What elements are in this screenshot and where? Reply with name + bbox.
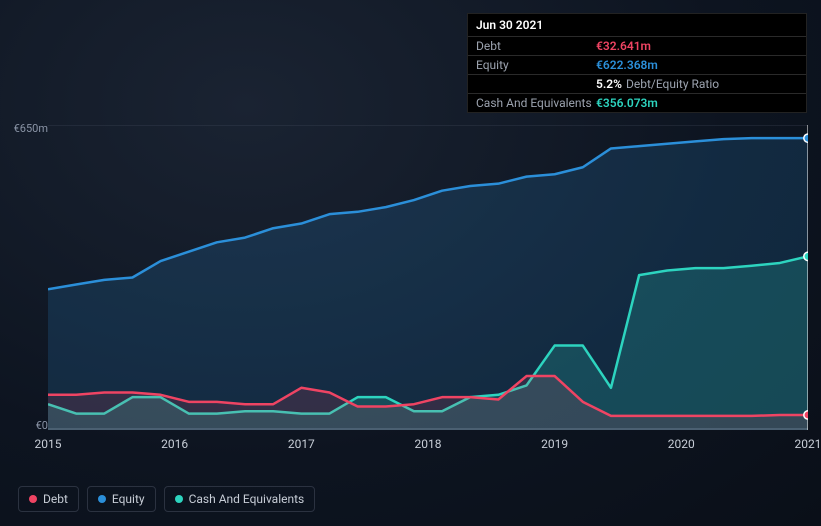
legend-dot-icon	[98, 495, 106, 503]
tooltip-row: 5.2%Debt/Equity Ratio	[468, 74, 806, 93]
x-tick-label: 2015	[35, 437, 62, 451]
legend-dot-icon	[175, 495, 183, 503]
series-marker-cash-and-equivalents	[804, 252, 808, 260]
legend-label: Equity	[112, 492, 145, 506]
series-marker-equity	[804, 134, 808, 142]
tooltip-row-label	[476, 77, 596, 91]
chart-area: €650m €0 2015201620172018201920202021	[18, 125, 808, 445]
tooltip-row-label: Debt	[476, 39, 596, 53]
x-tick-label: 2016	[161, 437, 188, 451]
x-tick-label: 2020	[668, 437, 695, 451]
chart-tooltip: Jun 30 2021 Debt€32.641mEquity€622.368m5…	[467, 13, 807, 113]
legend-item-equity[interactable]: Equity	[87, 486, 156, 512]
tooltip-row-value: €356.073m	[596, 96, 658, 110]
tooltip-row-value: €32.641m	[596, 39, 651, 53]
tooltip-row: Cash And Equivalents€356.073m	[468, 93, 806, 112]
tooltip-row-value: €622.368m	[596, 58, 658, 72]
y-axis-max-label: €650m	[14, 122, 48, 135]
legend-item-cash-and-equivalents[interactable]: Cash And Equivalents	[164, 486, 316, 512]
legend: Debt Equity Cash And Equivalents	[18, 486, 315, 512]
x-tick-label: 2017	[288, 437, 315, 451]
legend-dot-icon	[29, 495, 37, 503]
tooltip-row-label: Equity	[476, 58, 596, 72]
tooltip-row-label: Cash And Equivalents	[476, 96, 596, 110]
x-tick-label: 2018	[414, 437, 441, 451]
tooltip-row-sublabel: Debt/Equity Ratio	[626, 77, 719, 91]
y-axis-min-label: €0	[36, 419, 48, 432]
legend-label: Debt	[43, 492, 68, 506]
tooltip-row: Debt€32.641m	[468, 36, 806, 55]
legend-label: Cash And Equivalents	[189, 492, 305, 506]
x-tick-label: 2021	[794, 437, 821, 451]
tooltip-date: Jun 30 2021	[468, 14, 806, 36]
tooltip-row-value: 5.2%Debt/Equity Ratio	[596, 77, 719, 91]
tooltip-rows: Debt€32.641mEquity€622.368m5.2%Debt/Equi…	[468, 36, 806, 112]
tooltip-row: Equity€622.368m	[468, 55, 806, 74]
x-tick-label: 2019	[541, 437, 568, 451]
legend-item-debt[interactable]: Debt	[18, 486, 79, 512]
x-axis: 2015201620172018201920202021	[48, 437, 808, 451]
chart-svg[interactable]	[48, 125, 808, 430]
series-marker-debt	[804, 411, 808, 419]
